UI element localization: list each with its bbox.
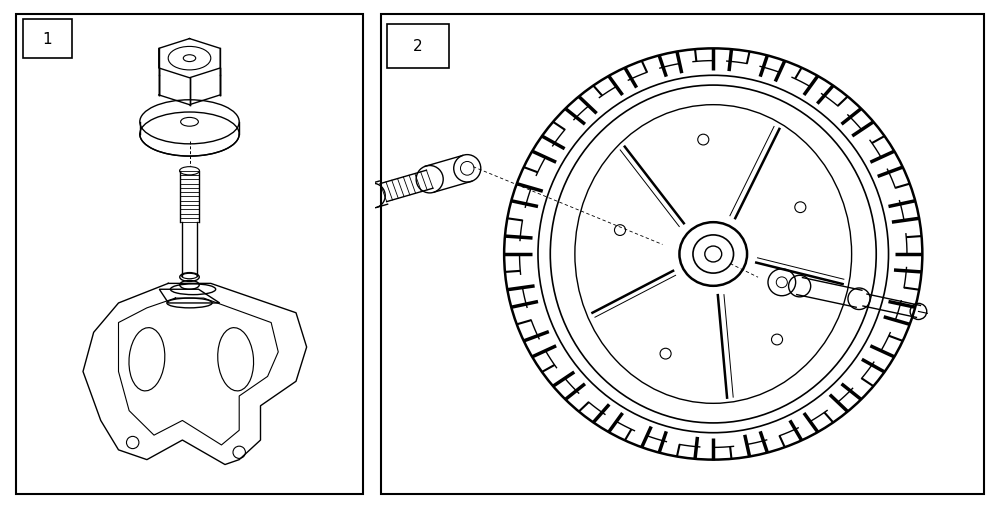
Bar bbox=[387, 25, 449, 69]
Bar bbox=[23, 20, 72, 59]
Text: 2: 2 bbox=[413, 39, 423, 54]
Text: 1: 1 bbox=[43, 32, 52, 47]
